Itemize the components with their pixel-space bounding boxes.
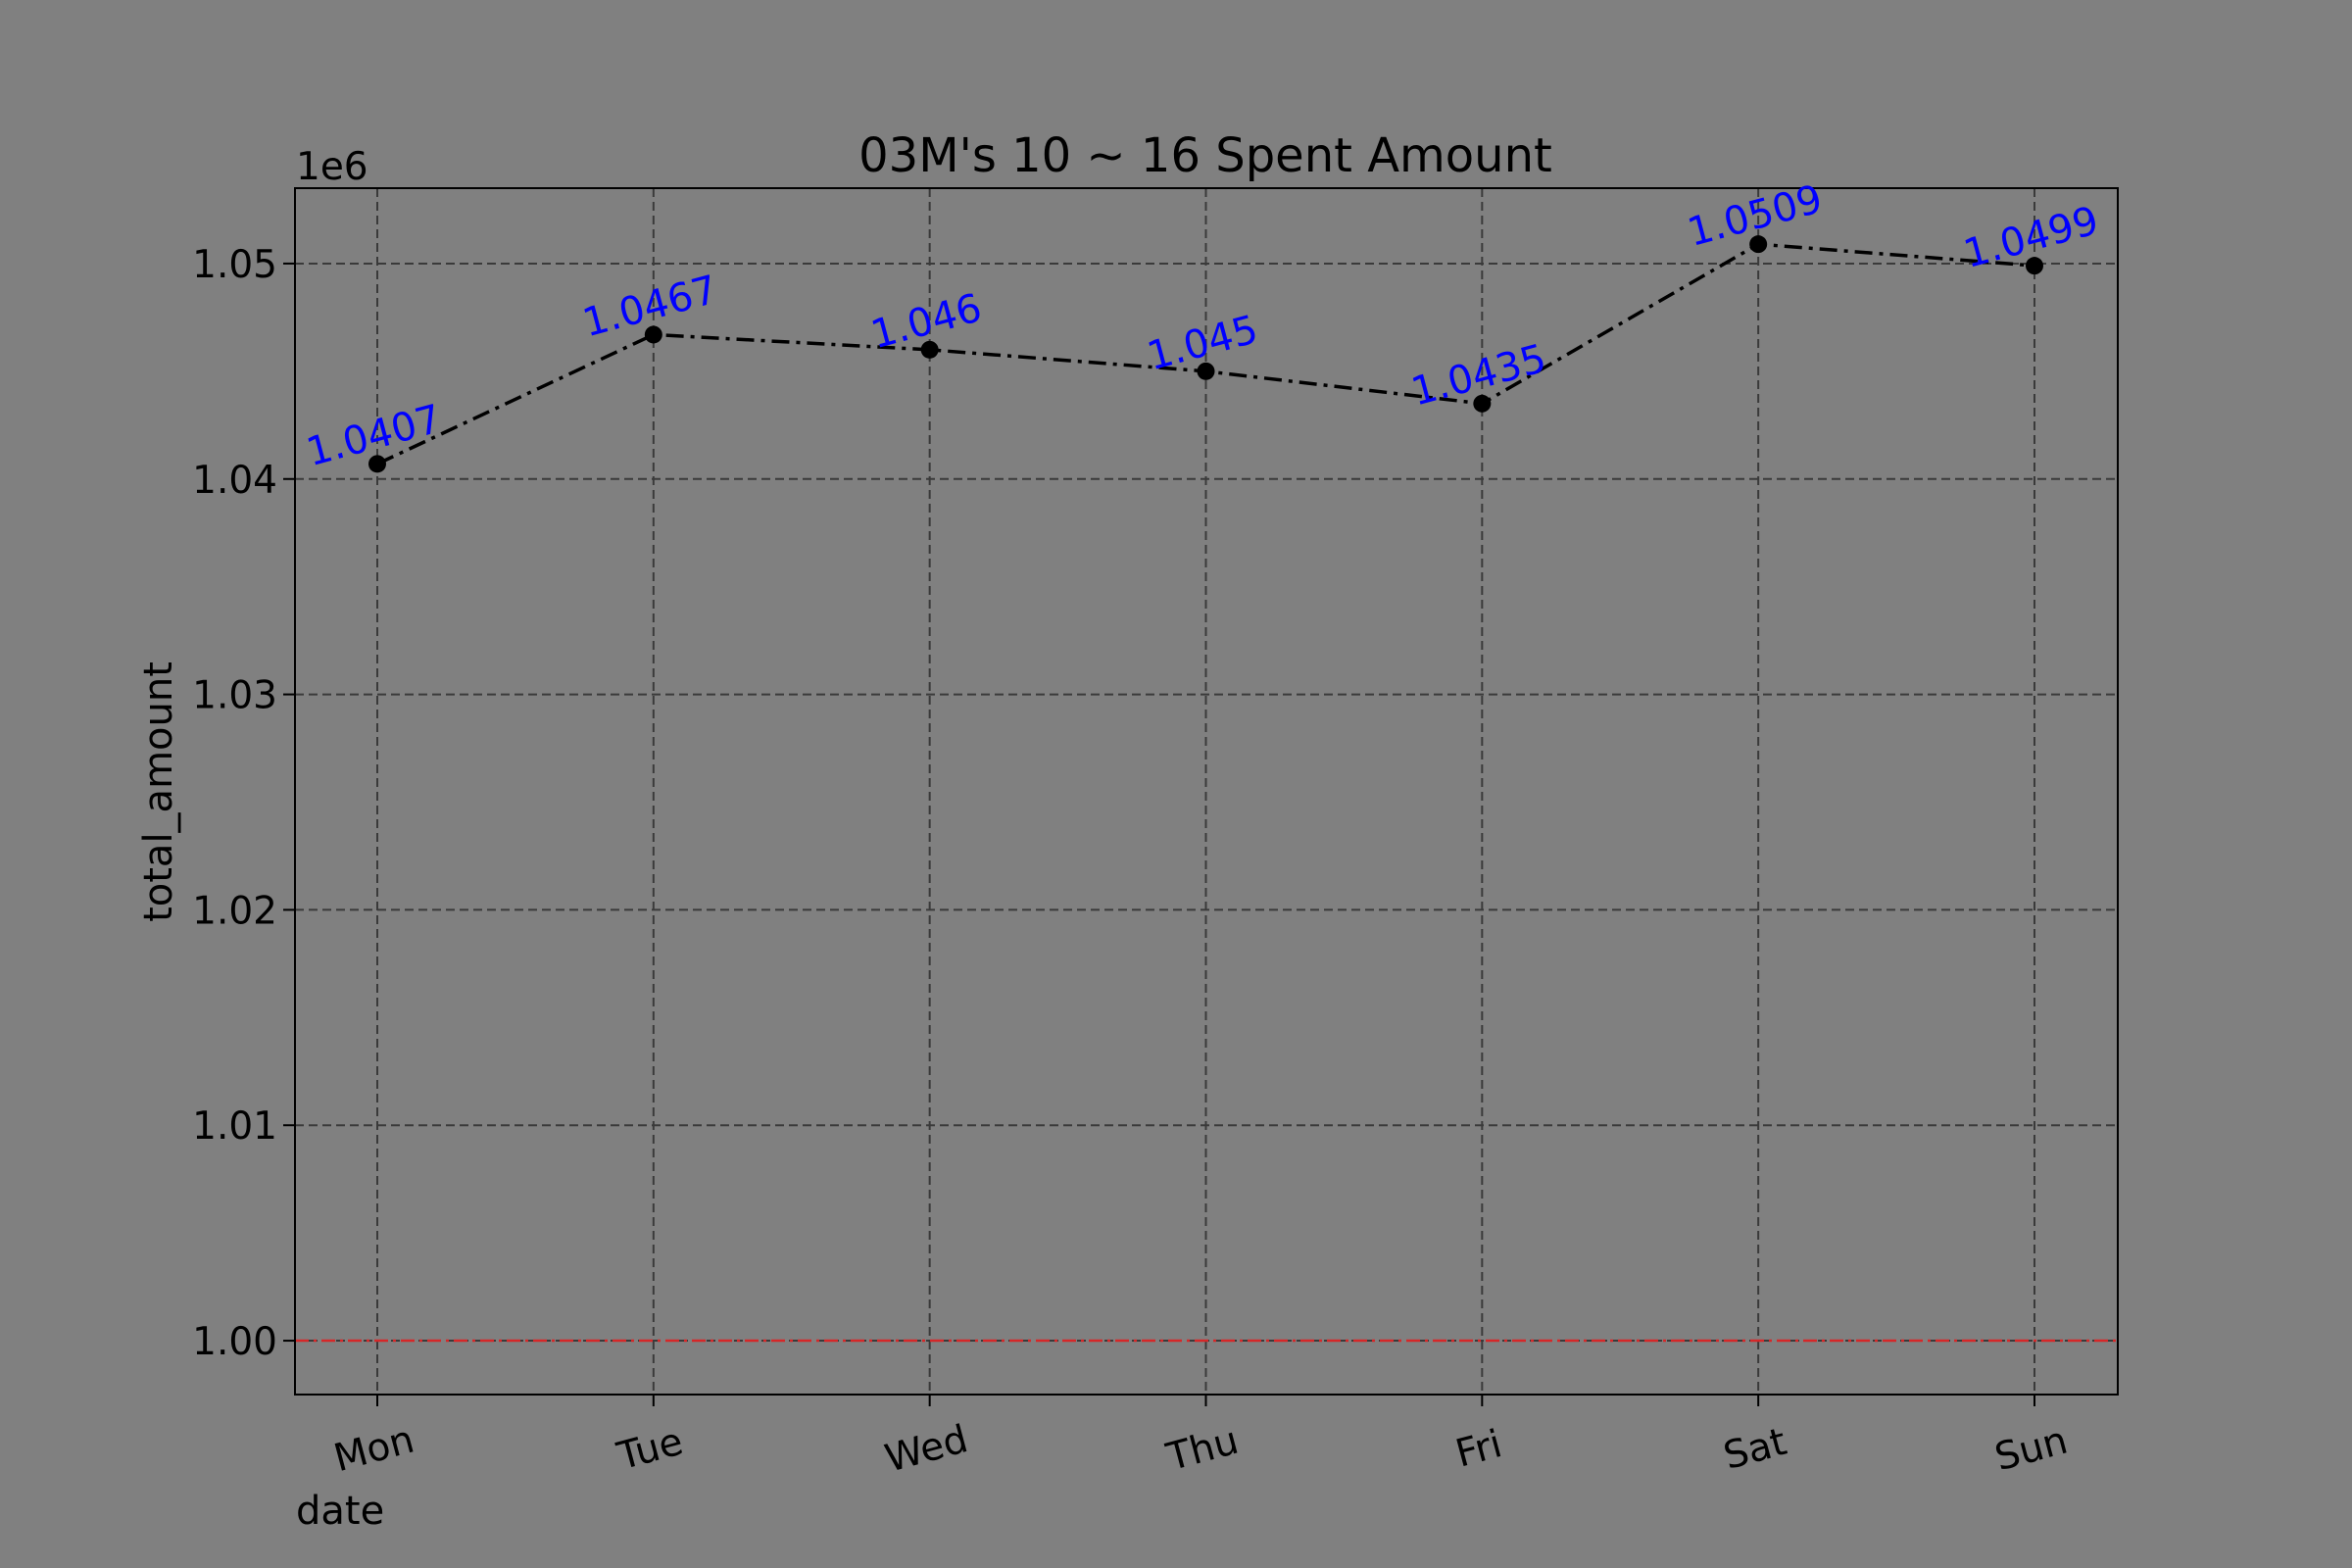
- data-point: [1197, 362, 1215, 380]
- grid: [295, 188, 2118, 1395]
- y-axis: 1.00 1.01 1.02 1.03 1.04 1.05: [192, 243, 295, 1364]
- data-point: [2026, 257, 2043, 275]
- data-point: [920, 340, 939, 359]
- x-tick-label: Tue: [612, 1420, 688, 1480]
- data-point: [1473, 394, 1492, 413]
- y-tick-label: 1.02: [192, 889, 277, 933]
- x-axis-label: date: [296, 1489, 384, 1534]
- data-point: [368, 455, 386, 473]
- y-tick-label: 1.05: [192, 243, 277, 287]
- y-tick-label: 1.04: [192, 459, 277, 503]
- x-tick-label: Sun: [1990, 1419, 2072, 1481]
- series-group: [368, 235, 2043, 473]
- y-tick-label: 1.03: [192, 674, 277, 718]
- chart-title: 03M's 10 ~ 16 Spent Amount: [858, 128, 1552, 183]
- y-tick-label: 1.00: [192, 1320, 277, 1364]
- x-tick-label: Mon: [329, 1418, 418, 1482]
- x-tick-label: Thu: [1161, 1419, 1243, 1481]
- data-point: [644, 325, 662, 344]
- data-point: [1749, 235, 1768, 254]
- x-tick-label: Fri: [1451, 1422, 1507, 1476]
- x-tick-label: Wed: [881, 1417, 973, 1481]
- y-axis-label: total_amount: [136, 662, 181, 922]
- x-axis: Mon Tue Wed Thu Fri Sat Sun: [329, 1395, 2072, 1482]
- y-offset-label: 1e6: [296, 145, 368, 189]
- y-tick-label: 1.01: [192, 1104, 277, 1149]
- x-tick-label: Sat: [1719, 1420, 1790, 1479]
